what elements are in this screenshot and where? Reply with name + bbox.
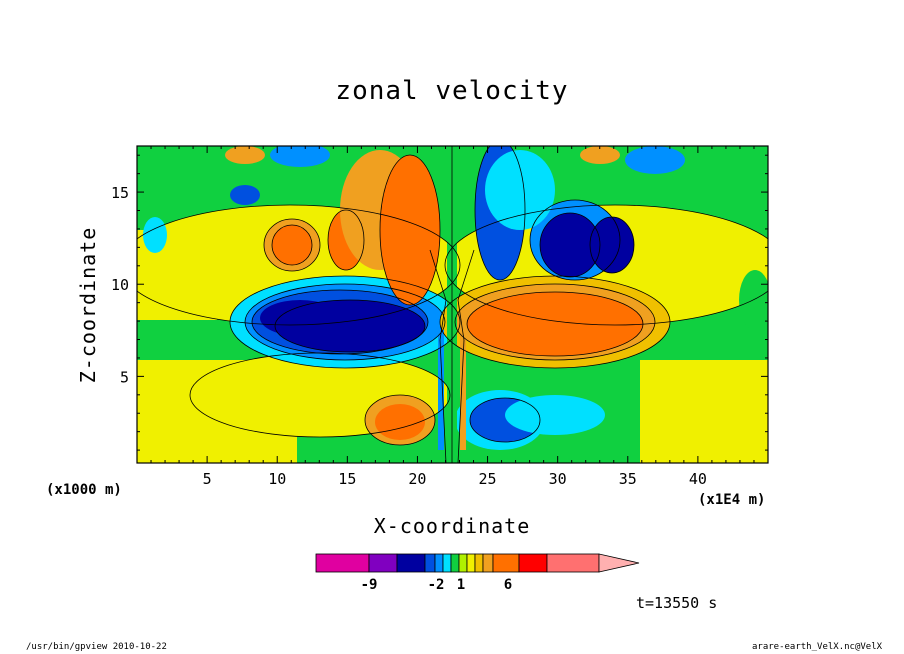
colorbar-arrow — [598, 553, 640, 573]
footer-right: arare-earth_VelX.nc@VelX — [752, 642, 883, 652]
x-tick-label: 5 — [203, 470, 212, 488]
colorbar-swatch — [368, 553, 398, 573]
left-negative-core-2 — [260, 300, 340, 336]
central-blue-sliver — [438, 330, 444, 450]
y-tick-label: 15 — [111, 184, 129, 202]
colorbar-swatch — [442, 553, 452, 573]
x-tick-label: 35 — [619, 470, 637, 488]
y-tick-label: 10 — [111, 276, 129, 294]
x-tick-label: 25 — [479, 470, 497, 488]
y-axis-label: Z-coordinate — [76, 226, 100, 384]
colorbar-swatch — [315, 553, 370, 573]
colorbar-label: -2 — [428, 577, 445, 593]
right-positive-core — [467, 292, 643, 356]
lower-left-orange-cell — [375, 404, 425, 440]
colorbar-label: -9 — [361, 577, 378, 593]
y-tick-label: 5 — [120, 368, 129, 386]
top-left-blue-cell — [230, 185, 260, 205]
top-blue-cell-1 — [270, 146, 330, 167]
lower-right-cyan-2 — [505, 395, 605, 435]
top-orange-cell-1 — [225, 146, 265, 164]
footer-left: /usr/bin/gpview 2010-10-22 — [26, 642, 167, 652]
x-tick-label: 20 — [408, 470, 426, 488]
top-orange-cell-2 — [580, 146, 620, 164]
central-orange-plume — [380, 155, 440, 305]
x-axis-ticks: 5 10 15 20 25 30 35 40 — [150, 146, 755, 488]
colorbar-swatch — [450, 553, 460, 573]
x-tick-label: 15 — [338, 470, 356, 488]
upper-cyan-patch — [485, 150, 555, 230]
colorbar-swatch — [434, 553, 444, 573]
plot-frame — [136, 145, 769, 464]
colorbar-swatch — [466, 553, 476, 573]
colorbar-swatch — [474, 553, 484, 573]
lower-right-yellow — [640, 360, 768, 463]
x-axis-label: X-coordinate — [373, 514, 531, 538]
x-tick-label: 30 — [549, 470, 567, 488]
colorbar-swatch — [482, 553, 494, 573]
x-tick-label: 10 — [268, 470, 286, 488]
colorbar-swatch — [424, 553, 436, 573]
contour-lines — [137, 146, 768, 463]
colorbar-swatch — [458, 553, 468, 573]
top-blue-cell-2 — [625, 146, 685, 174]
colorbar-swatch — [492, 553, 520, 573]
central-orange-sliver — [460, 330, 466, 450]
colorbar-label: 1 — [457, 577, 465, 593]
upper-right-negative-cell — [540, 213, 600, 277]
upper-right-negative-cell-2 — [590, 217, 634, 273]
contour-field — [137, 146, 768, 463]
x-unit-left: (x1000 m) — [46, 482, 122, 498]
y-axis-ticks: 5 10 15 — [111, 154, 768, 451]
colorbar-swatch — [518, 553, 548, 573]
colorbar-label: 6 — [504, 577, 512, 593]
left-edge-cyan — [143, 217, 167, 253]
x-unit-right: (x1E4 m) — [698, 492, 766, 508]
colorbar: -9 -2 1 6 — [315, 553, 640, 593]
chart-title: zonal velocity — [335, 76, 569, 106]
colorbar-swatch — [396, 553, 426, 573]
upper-left-orange-cell — [272, 225, 312, 265]
colorbar-swatch — [546, 553, 600, 573]
x-tick-label: 40 — [689, 470, 707, 488]
time-annotation: t=13550 s — [636, 594, 718, 612]
